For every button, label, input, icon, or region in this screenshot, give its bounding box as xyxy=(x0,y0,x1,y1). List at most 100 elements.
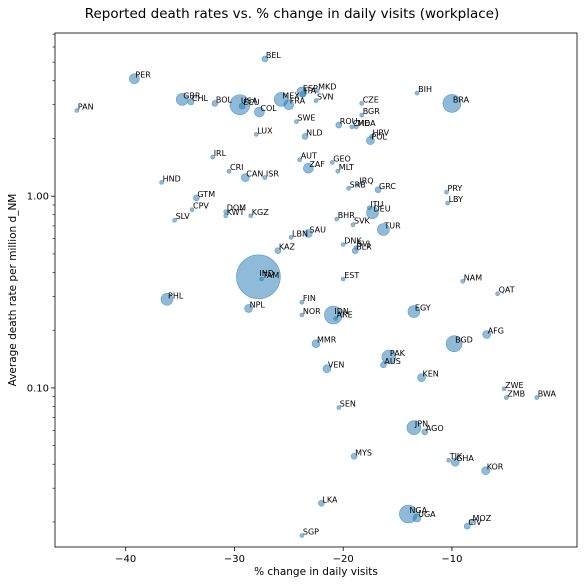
point-label-itu: ITU xyxy=(370,200,383,209)
data-point-tur xyxy=(377,223,390,236)
data-point-cri xyxy=(226,168,232,174)
data-point-fra xyxy=(283,99,295,110)
point-label-bol: BOL xyxy=(216,95,233,104)
point-label-dnk: DNK xyxy=(344,237,362,246)
point-label-cze: CZE xyxy=(363,95,379,104)
point-label-zaf: ZAF xyxy=(309,160,325,169)
data-point-nam xyxy=(460,278,466,284)
data-point-qat xyxy=(495,291,500,297)
data-point-sau xyxy=(304,229,313,238)
point-label-npl: NPL xyxy=(250,300,266,309)
point-label-usa: USA xyxy=(241,97,258,106)
data-point-civ xyxy=(463,522,471,530)
chart-title: Reported death rates vs. % change in dai… xyxy=(85,6,500,22)
point-label-srb: SRB xyxy=(350,180,366,189)
point-label-bgd: BGD xyxy=(455,336,473,345)
point-label-gha: GHA xyxy=(456,454,474,463)
point-label-sgp: SGP xyxy=(303,528,319,537)
data-point-lux xyxy=(253,132,259,137)
data-point-per xyxy=(129,73,140,84)
point-label-hrv: HRV xyxy=(373,128,390,137)
data-point-fin xyxy=(299,299,305,305)
data-point-pry xyxy=(444,189,449,195)
point-label-fra: FRA xyxy=(290,97,306,106)
data-point-zmb xyxy=(503,395,509,400)
data-point-moz xyxy=(469,519,474,525)
point-label-sau: SAU xyxy=(309,225,326,234)
point-label-mmr: MMR xyxy=(317,336,337,345)
data-point-slv xyxy=(172,217,177,223)
point-label-pry: PRY xyxy=(448,184,463,193)
data-point-bhr xyxy=(334,216,340,222)
data-point-are xyxy=(333,316,338,321)
data-point-kaz xyxy=(274,247,282,254)
point-label-civ: CIV xyxy=(468,518,482,527)
data-point-ago xyxy=(421,428,429,436)
data-point-kgz xyxy=(248,213,254,219)
data-point-uga xyxy=(412,513,422,523)
data-point-sen xyxy=(336,405,342,410)
point-label-gbr: GBR xyxy=(183,91,201,100)
data-point-zwe xyxy=(501,386,507,392)
data-point-bra xyxy=(442,94,462,113)
data-point-sgp xyxy=(299,533,305,538)
data-point-hrv xyxy=(369,134,374,139)
point-label-ken: KEN xyxy=(423,370,439,379)
point-label-ind: IND xyxy=(259,269,274,278)
data-point-isr xyxy=(262,175,268,180)
data-point-itu xyxy=(366,205,372,211)
data-point-mkd xyxy=(314,88,320,93)
data-point-npl xyxy=(244,304,253,313)
point-label-isr: ISR xyxy=(266,170,279,179)
data-point-dnk xyxy=(340,242,346,247)
point-label-qat: QAT xyxy=(499,286,515,295)
point-label-nam: NAM xyxy=(464,273,482,282)
data-point-irq xyxy=(356,182,361,187)
data-point-gtm xyxy=(193,194,200,202)
data-point-kwt xyxy=(223,213,228,219)
data-point-mda xyxy=(353,124,359,130)
data-point-hnd xyxy=(159,180,164,185)
point-label-phl: PHL xyxy=(168,291,184,300)
data-point-ecu xyxy=(238,102,246,110)
data-point-ita xyxy=(299,91,307,98)
point-label-mlt: MLT xyxy=(339,163,354,172)
point-label-uga: UGA xyxy=(418,510,436,519)
point-label-kor: KOR xyxy=(487,463,504,472)
point-label-aus: AUS xyxy=(384,357,400,366)
point-label-are: ARE xyxy=(337,311,353,320)
data-point-afg xyxy=(482,330,492,339)
data-point-nld xyxy=(301,133,309,140)
data-point-jpn xyxy=(406,420,422,436)
y-tick-label: 0.10 xyxy=(27,383,49,394)
data-point-can xyxy=(241,173,250,182)
point-label-aut: AUT xyxy=(301,152,317,161)
point-label-zmb: ZMB xyxy=(507,390,525,399)
data-point-phl xyxy=(160,292,174,306)
point-label-blr: BLR xyxy=(356,243,372,252)
point-label-egy: EGY xyxy=(415,304,431,313)
point-label-pak: PAK xyxy=(390,349,406,358)
point-label-deu: DEU xyxy=(374,205,391,214)
y-axis-label: Average death rate per million d_NM xyxy=(7,194,19,387)
ticks-layer: −40 −30 −20 −10 1.00 0.10 xyxy=(27,33,462,565)
point-label-afg: AFG xyxy=(488,327,504,336)
point-label-ita: ITA xyxy=(304,86,317,95)
x-axis-label: % change in daily visits xyxy=(254,566,378,578)
point-label-pan: PAN xyxy=(78,103,94,112)
data-point-rou xyxy=(335,121,343,129)
point-label-esp: ESP xyxy=(303,84,318,93)
point-label-kaz: KAZ xyxy=(279,243,296,252)
data-point-bih xyxy=(414,90,420,96)
point-label-kwt: KWT xyxy=(227,208,245,217)
point-label-ecu: ECU xyxy=(243,98,260,107)
x-tick-label: −20 xyxy=(333,554,354,565)
data-point-bel xyxy=(261,55,269,63)
points-layer xyxy=(74,55,540,538)
point-label-tur: TUR xyxy=(383,222,401,231)
data-point-pak xyxy=(381,349,397,365)
x-tick-label: −30 xyxy=(224,554,245,565)
data-point-zaf xyxy=(303,162,314,174)
data-point-est xyxy=(340,276,346,282)
